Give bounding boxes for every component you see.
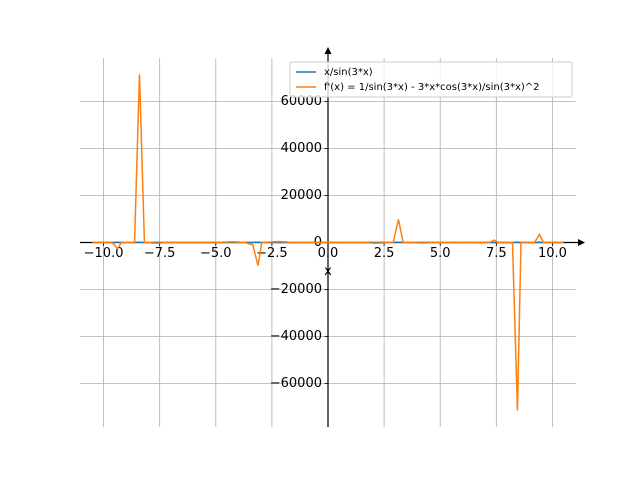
x-tick-label: −5.0 [200, 246, 232, 261]
y-tick-label: −20000 [270, 282, 322, 297]
x-tick-label: 5.0 [430, 246, 451, 261]
y-tick-label: −40000 [270, 329, 322, 344]
y-tick-label: 20000 [281, 188, 322, 203]
y-tick-label: 40000 [281, 141, 322, 156]
x-tick-label: −7.5 [144, 246, 176, 261]
x-axis-label: x [324, 264, 332, 279]
legend: x/sin(3*x) f'(x) = 1/sin(3*x) - 3*x*cos(3… [289, 61, 573, 98]
y-tick-label: −60000 [270, 376, 322, 391]
x-tick-label: 10.0 [538, 246, 567, 261]
x-arrow [578, 239, 585, 246]
legend-box [289, 61, 573, 98]
x-tick-label: −2.5 [256, 246, 288, 261]
legend-label: x/sin(3*x) [324, 67, 373, 78]
y-tick-label: 60000 [281, 94, 322, 109]
y-arrow [324, 47, 332, 54]
x-tick-label: 2.5 [374, 246, 395, 261]
series-line [92, 74, 564, 411]
x-tick-label: 7.5 [486, 246, 507, 261]
legend-label: f'(x) = 1/sin(3*x) - 3*x*cos(3*x)/sin(3*… [324, 82, 540, 93]
x-tick-label: −10.0 [84, 246, 124, 261]
